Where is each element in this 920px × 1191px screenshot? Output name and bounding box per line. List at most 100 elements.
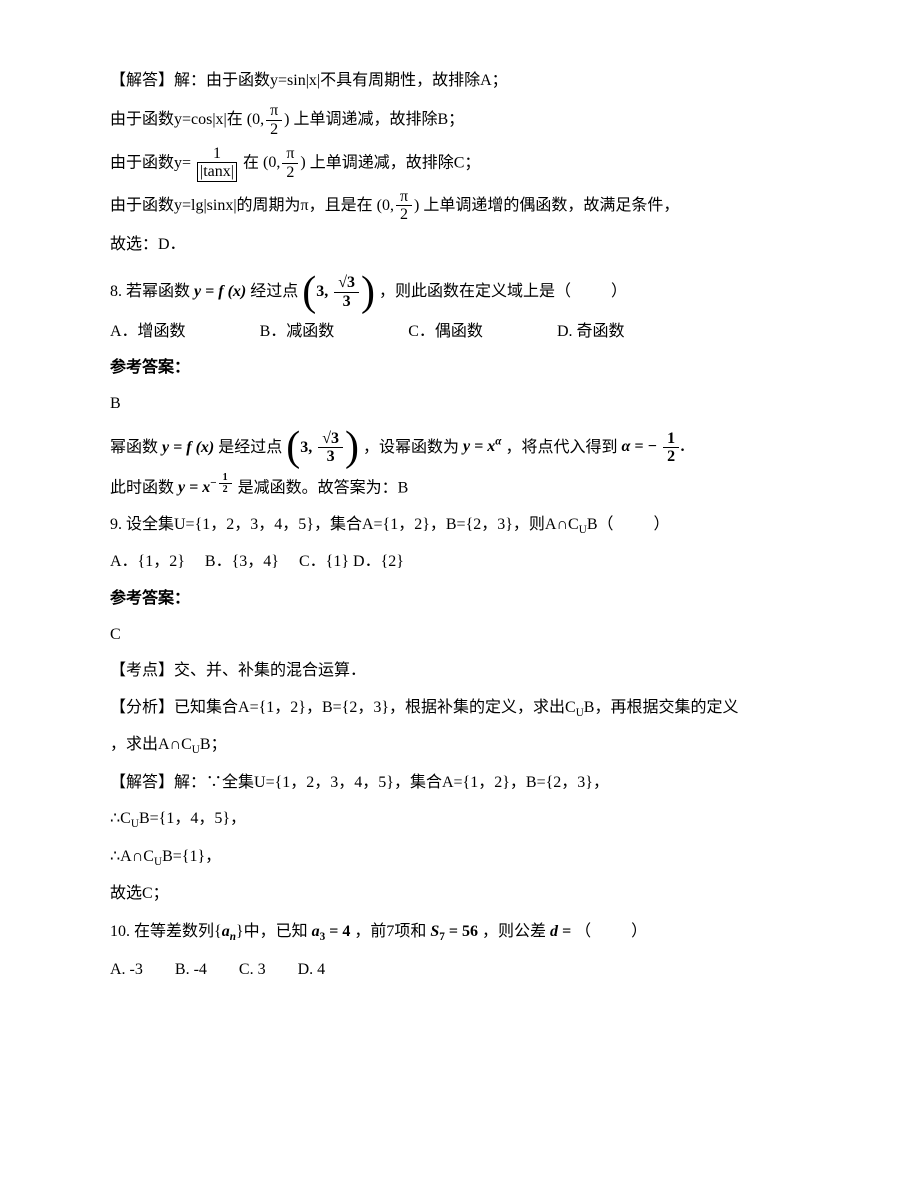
interval-0-pi2: (0, π 2 ) <box>247 102 290 138</box>
text: ） <box>654 516 670 533</box>
close: ) <box>284 105 289 135</box>
prev-solution-line1: 【解答】解：由于函数y=sin|x|不具有周期性，故排除A； <box>110 66 830 96</box>
frac-pi-2-c: π 2 <box>282 145 298 181</box>
den: |tanx| <box>197 163 237 182</box>
text: 上单调递减，故排除C； <box>310 154 481 171</box>
text: ，则此函数在定义域上是（ <box>379 283 571 300</box>
q10-choices: A. -3 B. -4 C. 3 D. 4 <box>110 955 830 985</box>
q9-jieda-l3: ∴A∩CUB={1}， <box>110 842 830 873</box>
eq: = 4 <box>325 923 350 940</box>
frac-root3-3: √3 3 <box>334 274 359 310</box>
text: 幂函数 <box>110 438 158 455</box>
q8-choices: A．增函数 B．减函数 C．偶函数 D. 奇函数 <box>110 317 830 347</box>
fx: y = f (x) <box>194 283 246 300</box>
prev-solution-line3: 由于函数y= 1 |tanx| 在 (0, π 2 ) 上单调递减，故排除C； <box>110 145 830 182</box>
prev-solution-line4: 由于函数y=lg|sinx|的周期为π，且是在 (0, π 2 ) 上单调递增的… <box>110 188 830 224</box>
opt-a: A．{1，2} <box>110 553 185 570</box>
x-neg-half: y = x−12 <box>178 479 238 496</box>
base: y = x <box>178 479 210 496</box>
text: 已知集合A={1，2}，B={2，3}，根据补集的定义，求出C <box>174 699 576 716</box>
power-fn: y = xα <box>463 438 501 455</box>
text: 在 <box>243 154 259 171</box>
alpha-eq: α = − 1 2 . <box>621 438 685 455</box>
eq: = 56 <box>445 923 478 940</box>
prev-solution-line5: 故选：D． <box>110 230 830 260</box>
text: 上单调递减，故排除B； <box>294 111 465 128</box>
sub-u: U <box>154 856 162 868</box>
x: 3, <box>300 438 312 455</box>
q9-jieda-l2: ∴CUB={1，4，5}， <box>110 804 830 835</box>
interval-0-pi2-d: (0, π 2 ) <box>377 188 420 224</box>
opt-d: D. 4 <box>298 955 326 985</box>
den: 2 <box>663 448 679 466</box>
q8-answer-label: 参考答案： <box>110 353 830 383</box>
point-3-root3over3: ( 3, √3 3 ) <box>302 274 375 310</box>
num: 1 <box>197 145 237 164</box>
num: π <box>282 145 298 164</box>
q9-answer: C <box>110 620 830 650</box>
sub-u: U <box>576 707 584 719</box>
label: 【解答】解： <box>110 774 206 791</box>
q9-choices: A．{1，2} B．{3，4} C．{1} D．{2} <box>110 547 830 577</box>
a: a <box>312 923 320 940</box>
text: ，前7项和 <box>354 923 426 940</box>
frac-exp: 12 <box>219 472 232 495</box>
num: π <box>396 188 412 207</box>
sub-u: U <box>131 818 139 830</box>
text: ，将点代入得到 <box>505 438 617 455</box>
opt-d: D．{2} <box>353 553 404 570</box>
text: 此时函数 <box>110 479 174 496</box>
fx: y = f (x) <box>162 438 214 455</box>
point-dup: ( 3, √3 3 ) <box>286 430 359 466</box>
text: ∴C <box>110 810 131 827</box>
num: √3 <box>318 430 343 449</box>
den: 3 <box>318 448 343 466</box>
opt-a: A. -3 <box>110 955 143 985</box>
close: ) <box>414 191 419 221</box>
q9-answer-label: 参考答案： <box>110 584 830 614</box>
num: 1 <box>663 430 679 449</box>
open: (0, <box>377 191 394 221</box>
opt-d: D. 奇函数 <box>557 317 625 347</box>
num: √3 <box>334 274 359 293</box>
exp: α <box>495 436 501 448</box>
frac-root3-3-b: √3 3 <box>318 430 343 466</box>
d: d = <box>550 923 571 940</box>
q10-stem: 10. 在等差数列{an}中，已知 a3 = 4 ，前7项和 S7 = 56 ，… <box>110 917 830 948</box>
opt-b: B．{3，4} <box>205 553 279 570</box>
label: 【分析】 <box>110 699 174 716</box>
opt-c: C．偶函数 <box>408 317 483 347</box>
q9-jieda-l1: 【解答】解：∵全集U={1，2，3，4，5}，集合A={1，2}，B={2，3}… <box>110 768 830 798</box>
den: 2 <box>396 206 412 224</box>
q8-answer: B <box>110 389 830 419</box>
a: a <box>222 923 230 940</box>
x: 3, <box>316 283 328 300</box>
s7: S7 = 56 <box>430 923 478 940</box>
base: y = x <box>463 438 495 455</box>
q9-kaodian: 【考点】交、并、补集的混合运算． <box>110 656 830 686</box>
text: 由于函数y=sin|x|不具有周期性，故排除A； <box>206 72 508 89</box>
label-jieda: 【解答】解： <box>110 72 206 89</box>
q8-stem: 8. 若幂函数 y = f (x) 经过点 ( 3, √3 3 ) ，则此函数在… <box>110 274 830 310</box>
text: ） <box>611 283 627 300</box>
open: (0, <box>263 148 280 178</box>
text: ） <box>631 923 647 940</box>
q8-sol-line2: 此时函数 y = x−12 是减函数。故答案为：B <box>110 472 830 504</box>
text: B； <box>200 736 227 753</box>
sub-u: U <box>192 744 200 756</box>
text: 是经过点 <box>218 438 282 455</box>
q9-fenxi-b: ，求出A∩CUB； <box>110 730 830 761</box>
den: 3 <box>334 293 359 311</box>
den: 2 <box>266 121 282 139</box>
text: B，再根据交集的定义 <box>584 699 739 716</box>
a3: a3 = 4 <box>312 923 351 940</box>
text: ，求出A∩C <box>110 736 192 753</box>
opt-c: C. 3 <box>239 955 266 985</box>
q9-fenxi: 【分析】已知集合A={1，2}，B={2，3}，根据补集的定义，求出CUB，再根… <box>110 693 830 724</box>
text: B={1，4，5}， <box>139 810 246 827</box>
text: ∴A∩C <box>110 848 154 865</box>
q9-jieda-l4: 故选C； <box>110 879 830 909</box>
num: π <box>266 102 282 121</box>
prev-solution-line2: 由于函数y=cos|x|在 (0, π 2 ) 上单调递减，故排除B； <box>110 102 830 138</box>
num: 1 <box>219 472 232 484</box>
